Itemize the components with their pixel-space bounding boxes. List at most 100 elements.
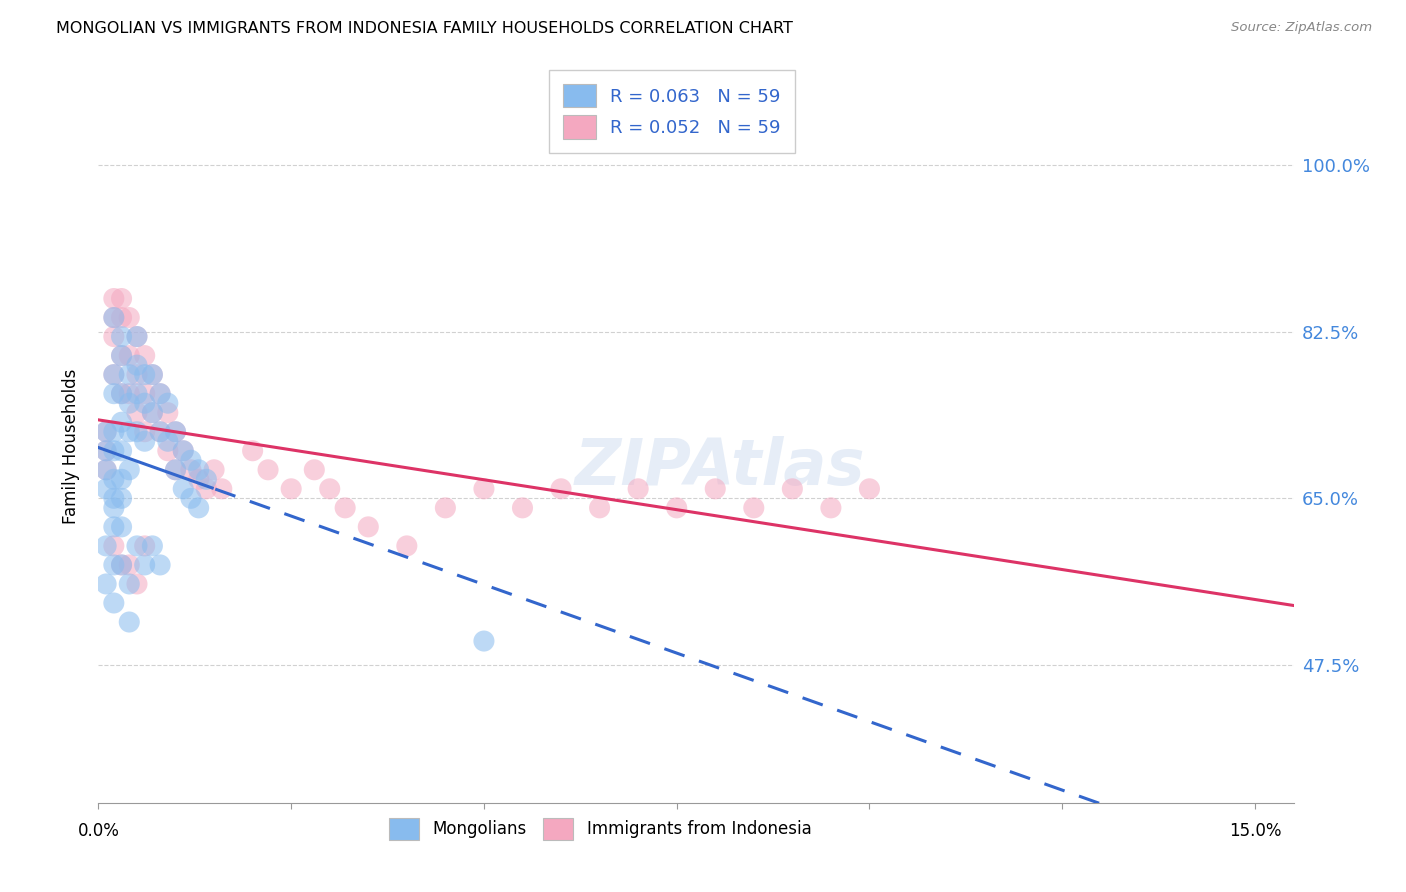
Point — [110, 292, 132, 306]
Point — [110, 349, 132, 363]
Point — [195, 482, 218, 496]
Text: MONGOLIAN VS IMMIGRANTS FROM INDONESIA FAMILY HOUSEHOLDS CORRELATION CHART: MONGOLIAN VS IMMIGRANTS FROM INDONESIA F… — [56, 21, 793, 36]
Point — [103, 425, 125, 439]
Point — [103, 443, 125, 458]
Point — [118, 558, 141, 572]
Point — [165, 425, 187, 439]
Point — [103, 310, 125, 325]
Point — [110, 349, 132, 363]
Point — [165, 425, 187, 439]
Point — [141, 539, 163, 553]
Point — [125, 329, 148, 343]
Point — [134, 539, 156, 553]
Point — [134, 396, 156, 410]
Point — [149, 386, 172, 401]
Point — [782, 482, 804, 496]
Point — [110, 386, 132, 401]
Point — [118, 396, 141, 410]
Point — [125, 577, 148, 591]
Point — [180, 453, 202, 467]
Point — [172, 443, 194, 458]
Point — [134, 368, 156, 382]
Point — [141, 406, 163, 420]
Point — [118, 425, 141, 439]
Point — [858, 482, 880, 496]
Point — [110, 415, 132, 429]
Point — [110, 558, 132, 572]
Point — [125, 386, 148, 401]
Point — [357, 520, 380, 534]
Point — [103, 368, 125, 382]
Point — [704, 482, 727, 496]
Text: 15.0%: 15.0% — [1229, 822, 1281, 840]
Point — [195, 472, 218, 486]
Point — [333, 500, 356, 515]
Point — [165, 463, 187, 477]
Text: Source: ZipAtlas.com: Source: ZipAtlas.com — [1232, 21, 1372, 34]
Point — [627, 482, 650, 496]
Point — [125, 358, 148, 372]
Point — [94, 482, 117, 496]
Point — [820, 500, 842, 515]
Point — [304, 463, 326, 477]
Point — [180, 491, 202, 506]
Text: 0.0%: 0.0% — [77, 822, 120, 840]
Point — [110, 520, 132, 534]
Point — [512, 500, 534, 515]
Point — [125, 368, 148, 382]
Point — [187, 472, 209, 486]
Point — [187, 500, 209, 515]
Point — [472, 634, 495, 648]
Point — [172, 443, 194, 458]
Legend: Mongolians, Immigrants from Indonesia: Mongolians, Immigrants from Indonesia — [381, 810, 820, 848]
Point — [134, 434, 156, 449]
Point — [103, 596, 125, 610]
Point — [94, 425, 117, 439]
Point — [103, 500, 125, 515]
Point — [134, 558, 156, 572]
Point — [94, 463, 117, 477]
Point — [141, 368, 163, 382]
Point — [110, 310, 132, 325]
Point — [395, 539, 418, 553]
Point — [118, 463, 141, 477]
Point — [103, 491, 125, 506]
Point — [110, 491, 132, 506]
Point — [118, 349, 141, 363]
Point — [103, 520, 125, 534]
Point — [103, 539, 125, 553]
Point — [94, 577, 117, 591]
Point — [94, 443, 117, 458]
Point — [588, 500, 610, 515]
Point — [319, 482, 342, 496]
Point — [125, 406, 148, 420]
Point — [257, 463, 280, 477]
Point — [149, 386, 172, 401]
Point — [103, 368, 125, 382]
Point — [156, 396, 179, 410]
Point — [118, 368, 141, 382]
Point — [125, 539, 148, 553]
Point — [180, 463, 202, 477]
Point — [94, 443, 117, 458]
Point — [103, 472, 125, 486]
Point — [172, 482, 194, 496]
Point — [94, 463, 117, 477]
Point — [110, 329, 132, 343]
Point — [103, 386, 125, 401]
Point — [280, 482, 302, 496]
Point — [125, 425, 148, 439]
Point — [118, 386, 141, 401]
Point — [125, 329, 148, 343]
Point — [110, 472, 132, 486]
Point — [472, 482, 495, 496]
Point — [118, 577, 141, 591]
Point — [550, 482, 572, 496]
Point — [103, 329, 125, 343]
Point — [156, 434, 179, 449]
Point — [134, 425, 156, 439]
Text: ZIPAtlas: ZIPAtlas — [575, 436, 865, 499]
Point — [202, 463, 225, 477]
Point — [110, 443, 132, 458]
Point — [434, 500, 457, 515]
